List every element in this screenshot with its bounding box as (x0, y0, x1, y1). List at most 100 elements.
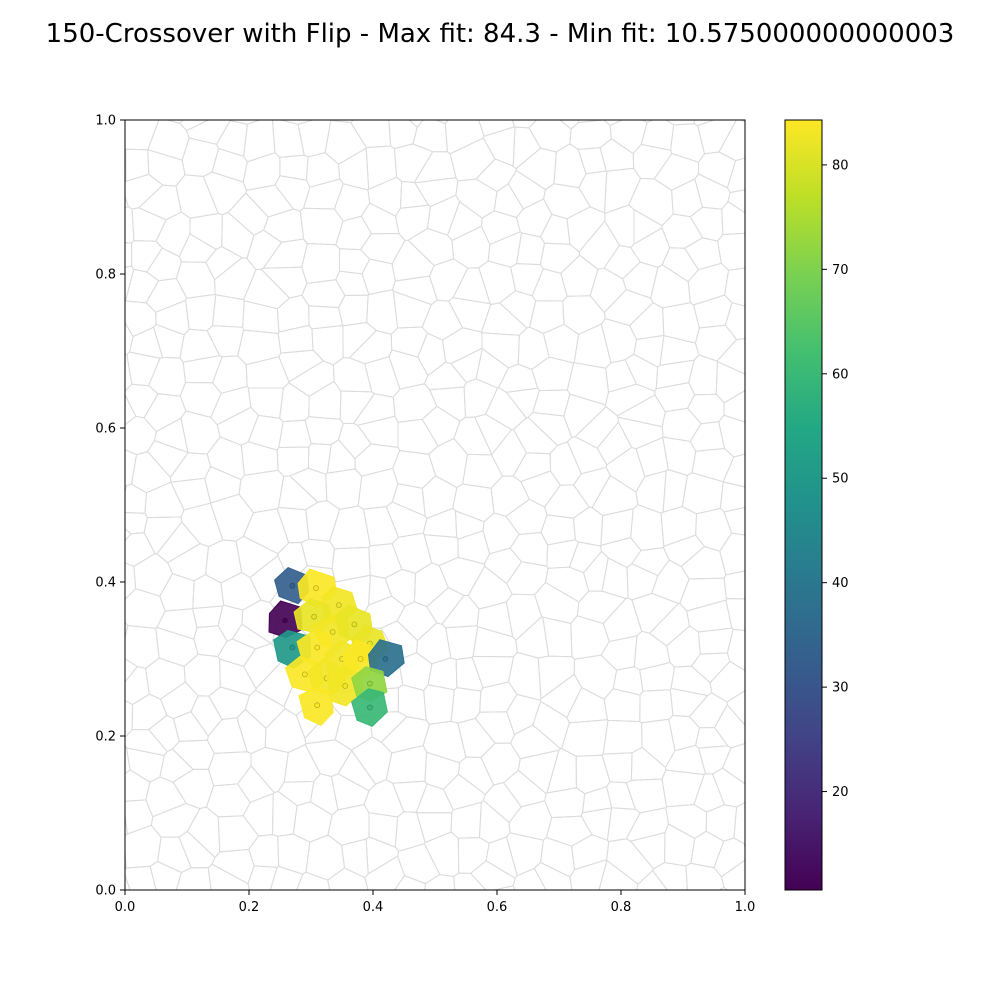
voronoi-cell (718, 120, 745, 162)
voronoi-cell (211, 904, 283, 1000)
voronoi-cell (125, 845, 127, 871)
voronoi-cell (718, 414, 745, 458)
voronoi-cell (125, 744, 131, 775)
x-tick-label: 0.8 (611, 900, 632, 915)
cell-center-point (313, 585, 319, 592)
colorbar-tick-label: 80 (832, 158, 849, 173)
x-tick-label: 0.6 (487, 900, 508, 915)
voronoi-cell (28, 767, 119, 819)
cell-center-point (311, 613, 318, 620)
cell-center-point (342, 683, 349, 689)
plot-frame (124, 119, 746, 891)
colorbar-ticks: 20 30 40 50 60 70 80 (822, 158, 849, 800)
y-axis: 0.0 0.2 0.4 0.6 0.8 1.0 (95, 114, 125, 899)
voronoi-cell (125, 811, 128, 837)
x-tick-label: 1.0 (735, 900, 756, 915)
voronoi-cell (18, 35, 120, 166)
voronoi-cell (269, 865, 304, 890)
voronoi-cell (648, 902, 722, 1000)
voronoi-cell (121, 904, 212, 1000)
voronoi-cell (713, 837, 745, 878)
colorbar-tick-label: 50 (832, 472, 849, 487)
x-tick-label: 0.4 (363, 900, 384, 915)
cell-center-point (357, 656, 364, 662)
voronoi-cell (709, 660, 745, 703)
y-tick-label: 0.4 (95, 576, 116, 591)
colorbar-tick-label: 60 (832, 367, 849, 382)
voronoi-cell (715, 360, 745, 404)
voronoi-cell (744, 801, 745, 805)
voronoi-cell (278, 120, 315, 125)
cell-center-point (329, 629, 336, 635)
cell-center-point (314, 644, 321, 651)
cell-center-point (282, 617, 288, 624)
x-tick-label: 0.2 (239, 900, 260, 915)
cell-center-point (382, 656, 389, 662)
y-tick-label: 1.0 (95, 114, 116, 129)
colorbar-tick-label: 30 (832, 681, 849, 696)
y-tick-label: 0.8 (95, 268, 116, 283)
voronoi-cell (453, 872, 487, 890)
colorbar-tick-label: 40 (832, 576, 849, 591)
voronoi-cell (125, 484, 128, 493)
cell-center-point (351, 621, 358, 628)
y-tick-label: 0.2 (95, 730, 116, 745)
voronoi-cell (393, 874, 427, 890)
voronoi-cell (125, 148, 127, 183)
voronoi-cell (729, 891, 760, 942)
voronoi-cell (718, 886, 729, 890)
voronoi-cell (404, 902, 441, 999)
voronoi-cell (573, 903, 649, 1000)
voronoi-cell (429, 906, 466, 996)
voronoi-cell (724, 302, 745, 341)
voronoi-cell (125, 528, 132, 542)
cell-center-point (289, 582, 296, 589)
voronoi-cell (268, 892, 309, 989)
voronoi-cell (512, 867, 547, 890)
voronoi-cell (27, 514, 123, 579)
voronoi-cell (19, 676, 123, 771)
y-tick-label: 0.6 (95, 422, 116, 437)
voronoi-cell (296, 871, 331, 890)
y-tick-label: 0.0 (95, 884, 116, 899)
voronoi-cell (726, 628, 745, 672)
x-tick-label: 0.0 (115, 900, 136, 915)
voronoi-cell (492, 885, 516, 890)
voronoi-cell (125, 205, 135, 244)
voronoi-cell (125, 195, 129, 209)
voronoi-cell (543, 894, 582, 996)
cell-center-point (289, 644, 296, 651)
chart-title: 150-Crossover with Flip - Max fit: 84.3 … (46, 19, 955, 49)
colorbar-tick-label: 70 (832, 263, 849, 278)
voronoi-cell (717, 232, 745, 271)
voronoi-cell (711, 767, 745, 808)
colorbar-tick-label: 20 (832, 785, 849, 800)
voronoi-cell (125, 321, 134, 355)
voronoi-cell (719, 481, 745, 513)
voronoi-cell (722, 905, 838, 1000)
cell-center-point (335, 602, 342, 608)
colorbar-frame (784, 119, 823, 891)
voronoi-cell (125, 242, 133, 268)
voronoi-cell (125, 265, 135, 302)
cell-center-point (301, 671, 308, 678)
voronoi-cell (125, 621, 129, 641)
voronoi-cell (228, 120, 262, 125)
voronoi-cell (720, 859, 745, 890)
voronoi-cell (304, 894, 343, 990)
x-axis: 0.0 0.2 0.4 0.6 0.8 1.0 (115, 890, 756, 915)
voronoi-cell (171, 901, 220, 943)
voronoi-background (18, 35, 838, 1000)
colorbar: 20 30 40 50 60 70 80 (784, 119, 849, 891)
voronoi-cell (636, 869, 668, 890)
voronoi-cell (721, 200, 745, 236)
voronoi-cell (572, 892, 612, 942)
cell-center-point (366, 680, 373, 687)
voronoi-cell (713, 703, 745, 749)
colorbar-gradient (785, 120, 822, 890)
voronoi-cell (149, 860, 183, 890)
voronoi-cell (492, 904, 570, 1000)
voronoi-cell (327, 867, 369, 890)
voronoi-cell (125, 658, 139, 683)
